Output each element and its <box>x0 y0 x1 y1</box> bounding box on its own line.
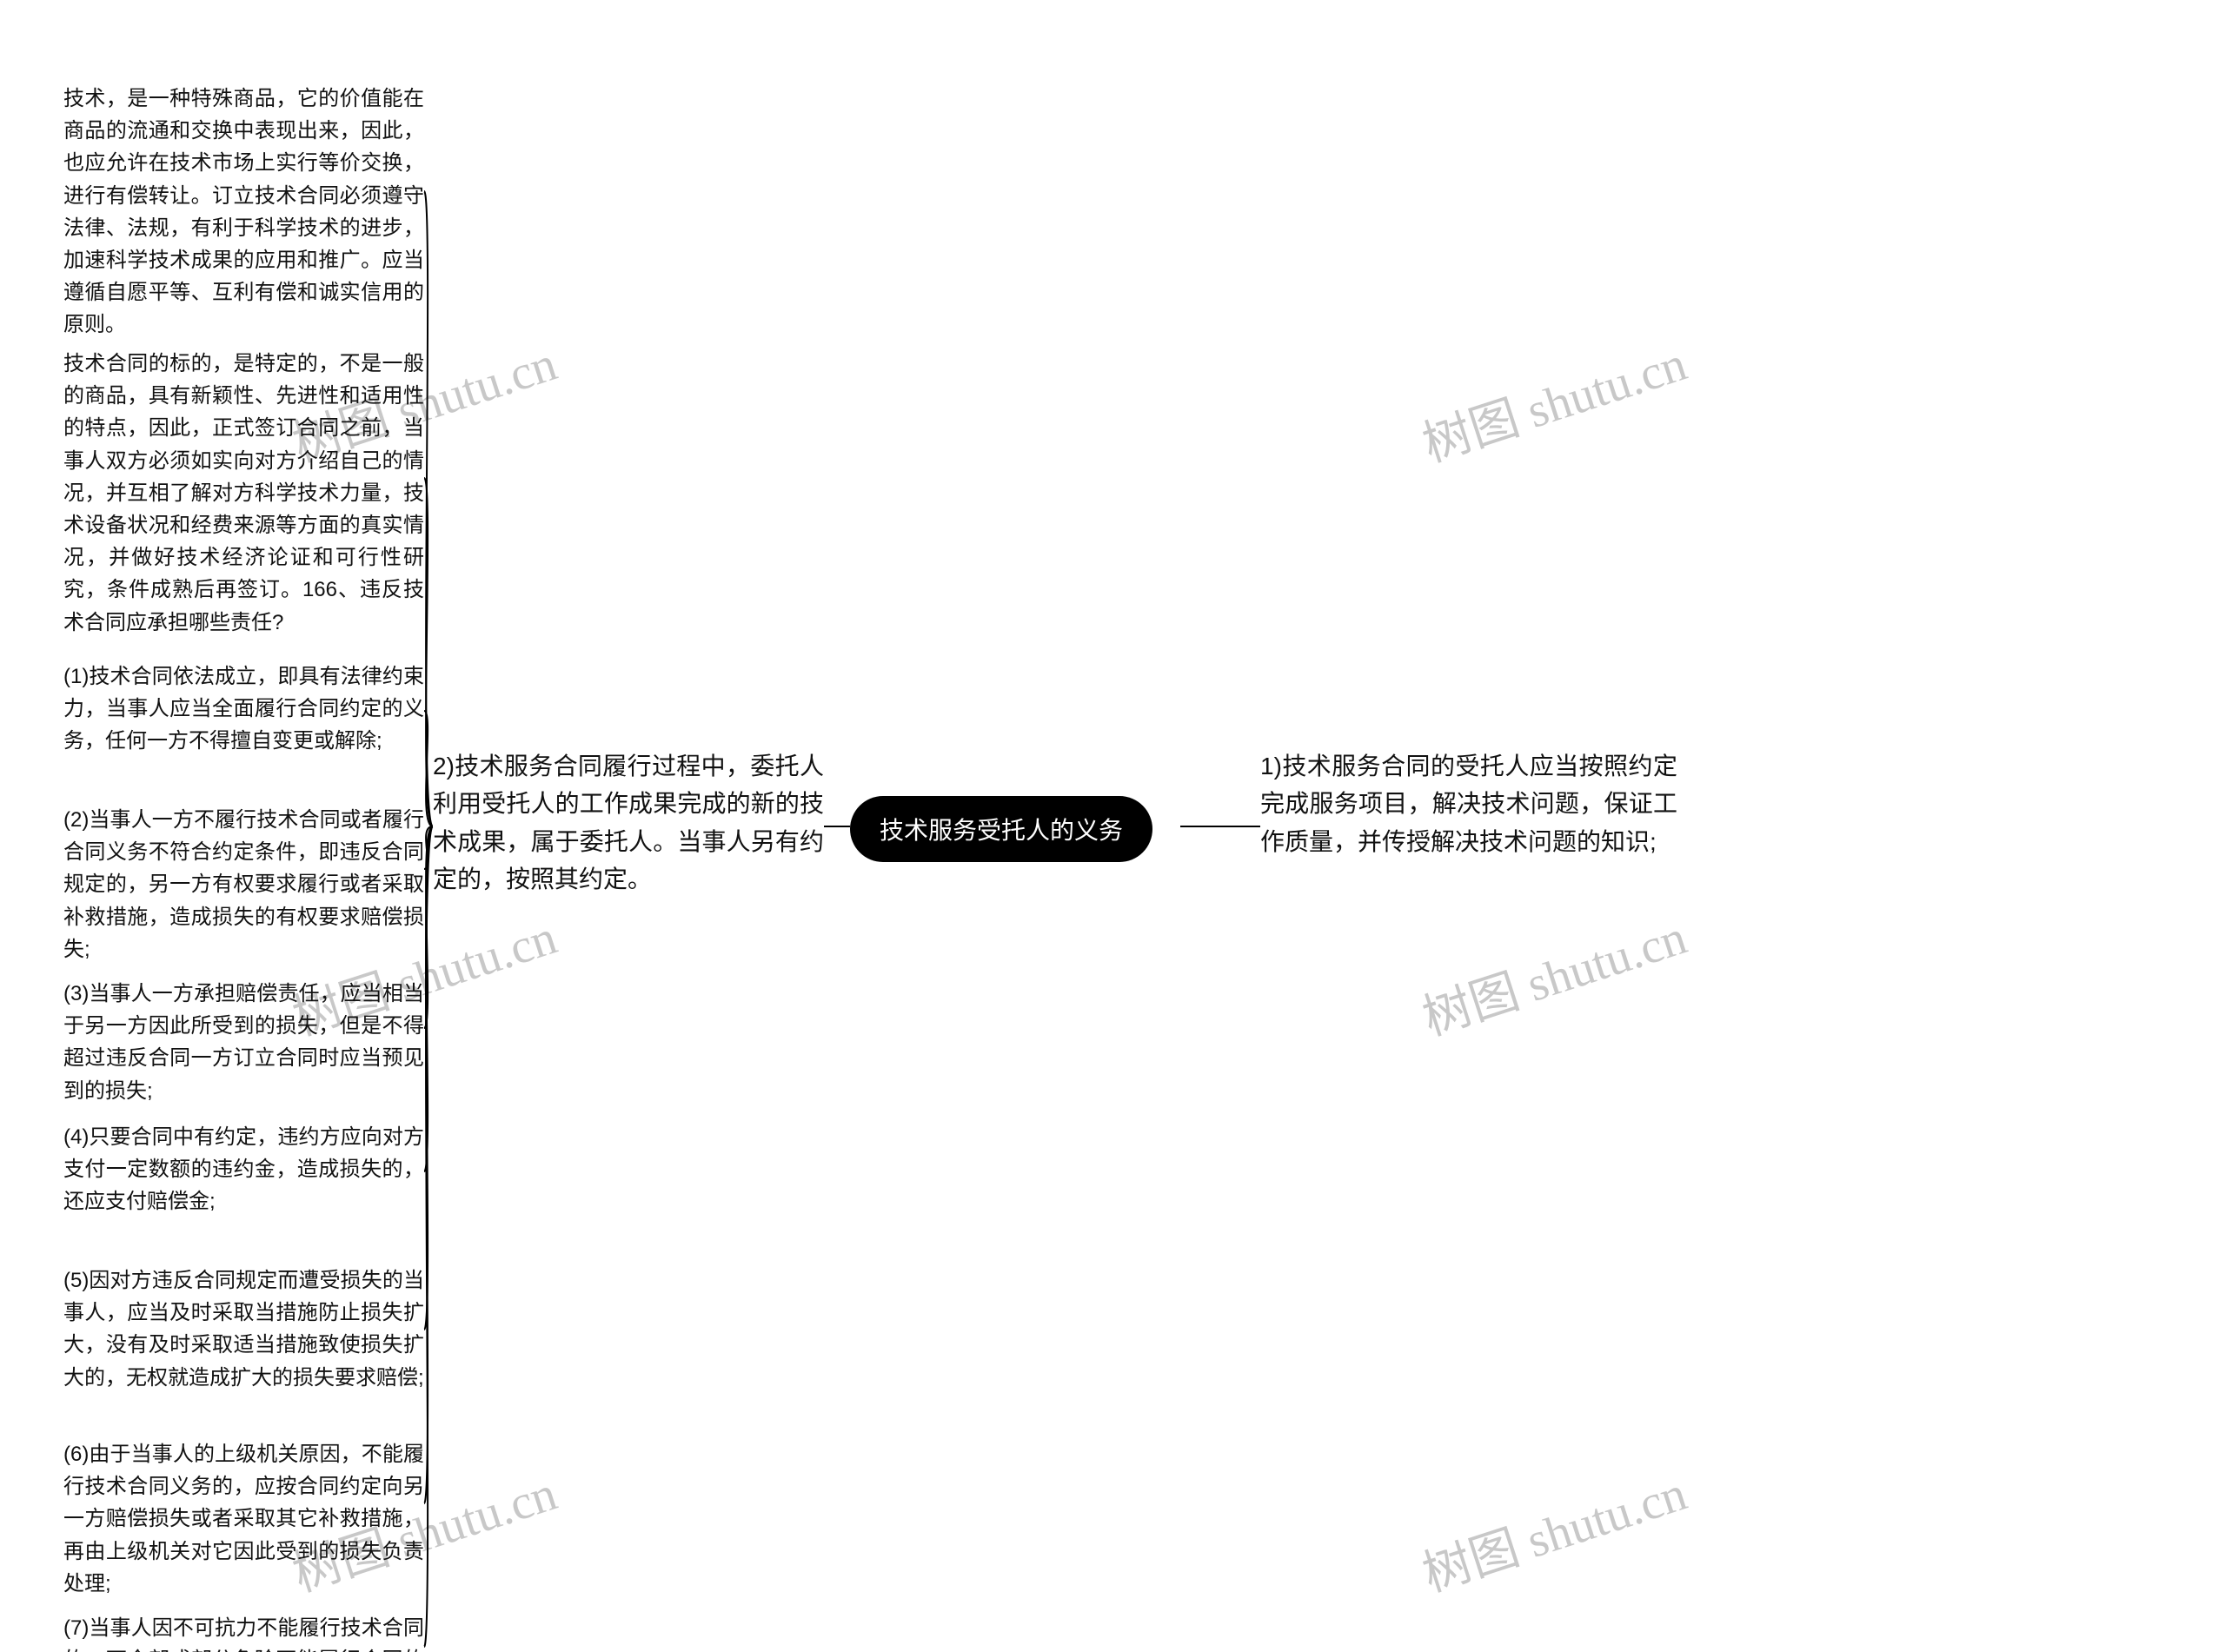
mindmap-center-node[interactable]: 技术服务受托人的义务 <box>850 796 1152 862</box>
mindmap-leaf[interactable]: (2)当事人一方不履行技术合同或者履行合同义务不符合约定条件，即违反合同规定的，… <box>63 804 424 965</box>
watermark: 树图 shutu.cn <box>1412 1454 1694 1605</box>
mindmap-leaf[interactable]: (6)由于当事人的上级机关原因，不能履行技术合同义务的，应按合同约定向另一方赔偿… <box>63 1438 424 1600</box>
mindmap-leaf[interactable]: (7)当事人因不可抗力不能履行技术合同的，可全部或部分免除不能履行合同的责任。 <box>63 1612 424 1652</box>
mindmap-leaf[interactable]: (4)只要合同中有约定，违约方应向对方支付一定数额的违约金，造成损失的，还应支付… <box>63 1121 424 1218</box>
mindmap-left-branch[interactable]: 2)技术服务合同履行过程中，委托人利用受托人的工作成果完成的新的技术成果，属于委… <box>433 747 824 899</box>
mindmap-leaf[interactable]: (3)当事人一方承担赔偿责任，应当相当于另一方因此所受到的损失，但是不得超过违反… <box>63 978 424 1107</box>
watermark: 树图 shutu.cn <box>1412 898 1694 1049</box>
mindmap-leaf[interactable]: (5)因对方违反合同规定而遭受损失的当事人，应当及时采取当措施防止损失扩大，没有… <box>63 1264 424 1394</box>
mindmap-leaf[interactable]: 技术，是一种特殊商品，它的价值能在商品的流通和交换中表现出来，因此，也应允许在技… <box>63 83 424 342</box>
watermark: 树图 shutu.cn <box>1412 324 1694 475</box>
mindmap-leaf[interactable]: 技术合同的标的，是特定的，不是一般的商品，具有新颖性、先进性和适用性的特点，因此… <box>63 348 424 639</box>
mindmap-leaf[interactable]: (1)技术合同依法成立，即具有法律约束力，当事人应当全面履行合同约定的义务，任何… <box>63 660 424 758</box>
mindmap-right-branch[interactable]: 1)技术服务合同的受托人应当按照约定完成服务项目，解决技术问题，保证工作质量，并… <box>1260 747 1677 860</box>
